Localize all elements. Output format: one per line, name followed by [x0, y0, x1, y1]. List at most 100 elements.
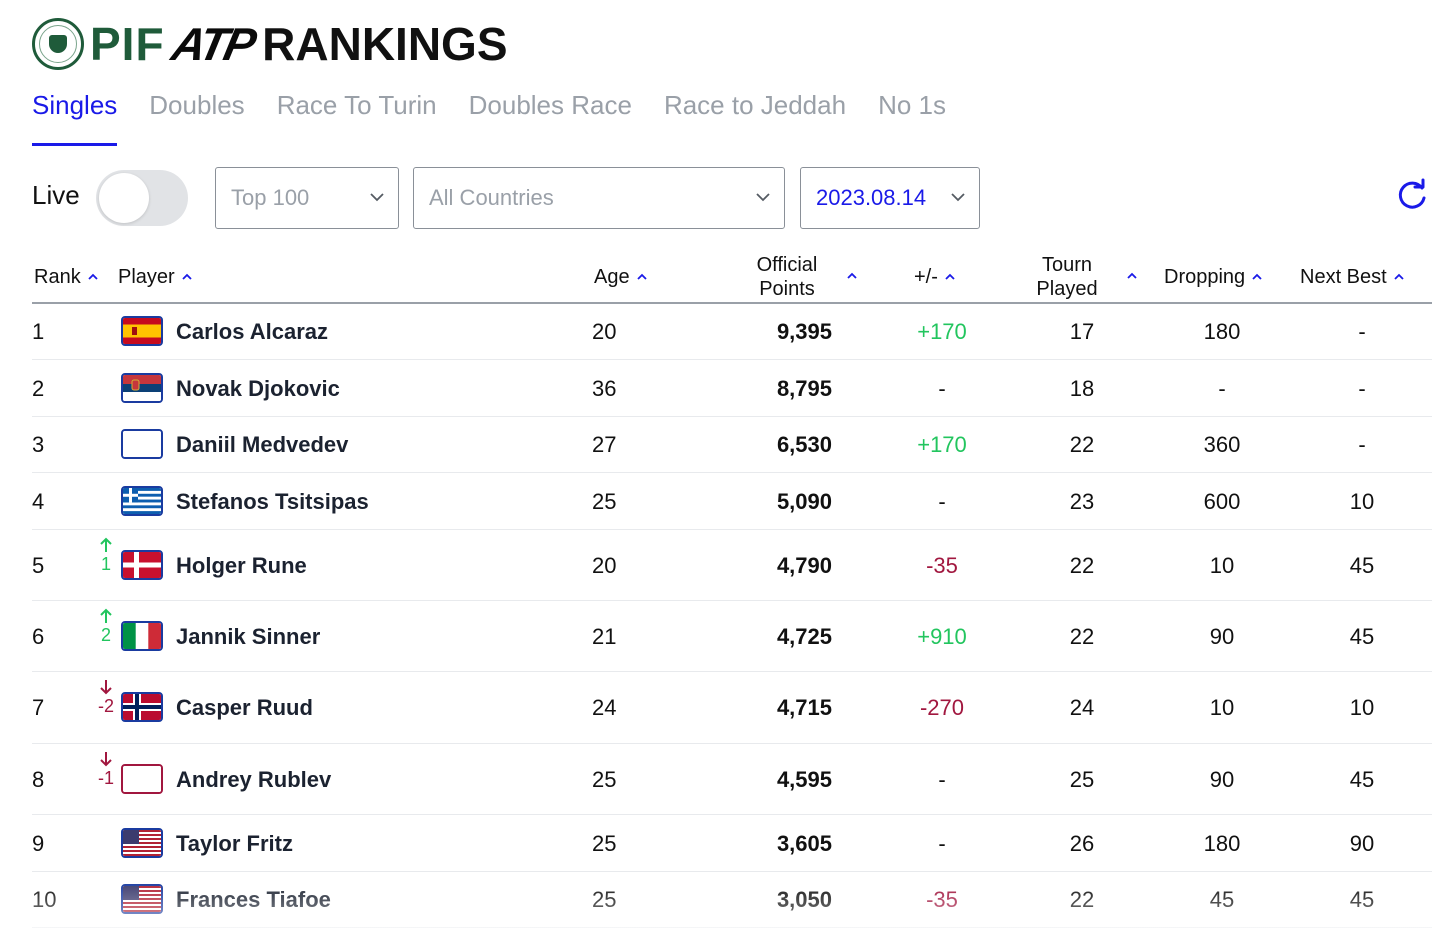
rank-value: 10 — [32, 887, 57, 912]
spain-flag-icon — [121, 316, 163, 346]
player-name-link[interactable]: Holger Rune — [176, 553, 307, 578]
greece-flag-icon — [121, 486, 163, 516]
top-range-value: Top 100 — [231, 185, 310, 210]
points-diff-value: +170 — [917, 319, 967, 344]
table-row[interactable]: 3 Daniil Medvedev 27 6,530 +170 22 360 - — [32, 417, 1432, 473]
points-value: 6,530 — [776, 432, 832, 457]
dropping-value: 180 — [1203, 319, 1241, 344]
tab-no-1s[interactable]: No 1s — [878, 90, 946, 120]
table-row[interactable]: 8 -1 Andrey Rublev 25 4,595 - 25 90 45 — [32, 744, 1432, 815]
dropping-value: 600 — [1203, 489, 1241, 514]
col-age-header[interactable]: Age — [594, 265, 648, 289]
player-name-link[interactable]: Casper Ruud — [176, 695, 313, 720]
player-name-link[interactable]: Taylor Fritz — [176, 831, 293, 856]
points-diff-value: - — [938, 767, 946, 792]
points-value: 5,090 — [776, 489, 832, 514]
table-row[interactable]: 9 Taylor Fritz 25 3,605 - 26 180 90 — [32, 815, 1432, 872]
col-rank-label: Rank — [34, 266, 81, 288]
rank-value: 3 — [32, 432, 45, 457]
rank-movement-value: 1 — [100, 554, 111, 574]
arrow-up-icon — [100, 608, 112, 623]
col-diff-header[interactable]: +/- — [914, 265, 956, 289]
col-dropping-header[interactable]: Dropping — [1164, 265, 1263, 289]
player-name-link[interactable]: Stefanos Tsitsipas — [176, 489, 369, 514]
brand-logo[interactable]: PIF ATP RANKINGS — [32, 16, 508, 72]
rank-value: 9 — [32, 831, 45, 856]
col-dropping-label: Dropping — [1164, 266, 1246, 288]
date-select[interactable]: 2023.08.14 — [800, 167, 980, 229]
table-row[interactable]: 2 Novak Djokovic 36 8,795 - 18 - - — [32, 360, 1432, 417]
next-best-value: 45 — [1349, 767, 1375, 792]
dropping-value: 90 — [1209, 624, 1235, 649]
next-best-value: 45 — [1349, 624, 1375, 649]
rank-value: 2 — [32, 376, 45, 401]
tourn-played-value: 22 — [1069, 432, 1095, 457]
col-tourn-header[interactable]: Tourn Played — [1024, 253, 1110, 301]
player-name-link[interactable]: Carlos Alcaraz — [176, 319, 329, 344]
chevron-down-icon — [370, 193, 384, 202]
blank-flag-icon — [121, 764, 163, 794]
dropping-value: 10 — [1209, 553, 1235, 578]
country-value: All Countries — [429, 185, 554, 210]
age-value: 20 — [592, 553, 617, 578]
age-value: 27 — [592, 432, 617, 457]
tab-singles[interactable]: Singles — [32, 86, 118, 146]
player-name-link[interactable]: Novak Djokovic — [176, 376, 340, 401]
arrow-down-icon — [100, 680, 112, 695]
sort-up-icon — [1252, 273, 1262, 280]
tab-race-to-jeddah[interactable]: Race to Jeddah — [663, 90, 847, 120]
tourn-played-value: 22 — [1069, 887, 1095, 912]
player-name-link[interactable]: Frances Tiafoe — [176, 887, 331, 912]
norway-flag-icon — [121, 692, 163, 722]
tourn-played-value: 26 — [1069, 831, 1095, 856]
chevron-down-icon — [756, 193, 770, 202]
age-value: 21 — [592, 624, 617, 649]
table-row[interactable]: 6 2 Jannik Sinner 21 4,725 +910 22 90 45 — [32, 601, 1432, 672]
age-value: 25 — [592, 489, 617, 514]
tab-race-to-turin[interactable]: Race To Turin — [276, 90, 437, 120]
table-row[interactable]: 5 1 Holger Rune 20 4,790 -35 22 10 45 — [32, 530, 1432, 601]
rank-movement-value: 2 — [100, 625, 111, 645]
dropping-value: - — [1218, 376, 1226, 401]
dropping-value: 10 — [1209, 695, 1235, 720]
ranking-tabs: Singles Doubles Race To Turin Doubles Ra… — [32, 86, 978, 146]
next-best-value: 45 — [1349, 553, 1375, 578]
usa-flag-icon — [121, 884, 163, 914]
tab-doubles-race[interactable]: Doubles Race — [468, 90, 632, 120]
col-points-header[interactable]: Official Points — [740, 253, 834, 301]
sort-up-icon[interactable] — [1126, 270, 1138, 282]
tab-doubles[interactable]: Doubles — [149, 90, 245, 120]
rank-movement: 2 — [96, 607, 116, 667]
top-range-select[interactable]: Top 100 — [215, 167, 399, 229]
country-select[interactable]: All Countries — [413, 167, 785, 229]
points-value: 9,395 — [776, 319, 832, 344]
rank-value: 4 — [32, 489, 45, 514]
next-best-value: - — [1358, 319, 1366, 344]
points-diff-value: -35 — [926, 553, 958, 578]
sort-up-icon[interactable] — [846, 270, 858, 282]
points-diff-value: +170 — [917, 432, 967, 457]
sort-up-icon — [1394, 273, 1404, 280]
live-toggle[interactable] — [96, 170, 188, 226]
rank-value: 7 — [32, 695, 45, 720]
table-row[interactable]: 10 Frances Tiafoe 25 3,050 -35 22 45 45 — [32, 872, 1432, 928]
col-next-best-header[interactable]: Next Best — [1300, 265, 1405, 289]
points-diff-value: - — [938, 376, 946, 401]
tourn-played-value: 17 — [1069, 319, 1095, 344]
points-value: 3,050 — [776, 887, 832, 912]
col-rank-header[interactable]: Rank — [34, 265, 99, 289]
table-row[interactable]: 7 -2 Casper Ruud 24 4,715 -270 24 10 10 — [32, 672, 1432, 744]
sort-up-icon — [88, 273, 98, 280]
tourn-played-value: 24 — [1069, 695, 1095, 720]
col-player-header[interactable]: Player — [118, 265, 193, 289]
player-name-link[interactable]: Andrey Rublev — [176, 767, 332, 792]
player-name-link[interactable]: Jannik Sinner — [176, 624, 321, 649]
rank-value: 6 — [32, 624, 45, 649]
refresh-icon[interactable] — [1394, 178, 1430, 214]
rank-value: 1 — [32, 319, 45, 344]
player-name-link[interactable]: Daniil Medvedev — [176, 432, 349, 457]
table-row[interactable]: 1 Carlos Alcaraz 20 9,395 +170 17 180 - — [32, 304, 1432, 360]
points-diff-value: - — [938, 489, 946, 514]
arrow-up-icon — [100, 537, 112, 552]
table-row[interactable]: 4 Stefanos Tsitsipas 25 5,090 - 23 600 10 — [32, 473, 1432, 530]
